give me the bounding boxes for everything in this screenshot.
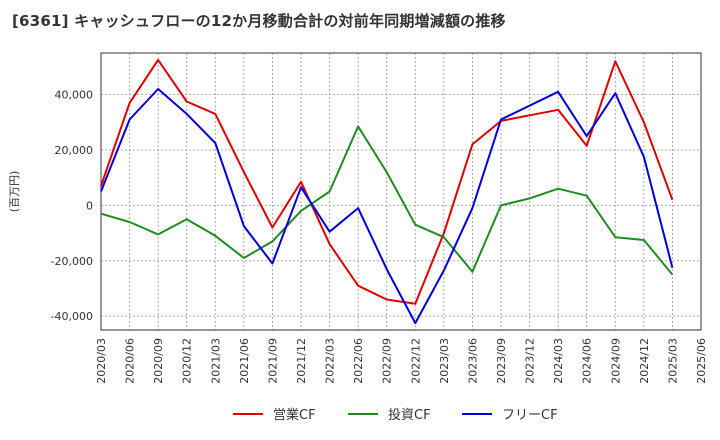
x-tick-label: 2024/03 xyxy=(552,338,565,384)
chart-title: [6361] キャッシュフローの12か月移動合計の対前年同期増減額の推移 xyxy=(12,12,506,30)
series-layer xyxy=(100,58,674,325)
x-tick-label: 2024/09 xyxy=(609,338,622,384)
series-line-3 xyxy=(100,88,674,325)
grid-layer xyxy=(100,53,702,330)
legend-label-2: 投資CF xyxy=(388,407,431,423)
y-axis-label: (百万円) xyxy=(8,171,21,213)
y-tick-label: 40,000 xyxy=(55,89,94,102)
x-tick-label: 2024/12 xyxy=(638,338,651,384)
x-tick-label: 2021/03 xyxy=(209,338,222,384)
y-tick-label: -20,000 xyxy=(51,255,93,268)
x-tick-label: 2020/09 xyxy=(152,338,165,384)
x-tick-label: 2022/06 xyxy=(352,338,365,384)
x-tick-label: 2021/09 xyxy=(266,338,279,384)
x-tick-label: 2023/12 xyxy=(524,338,537,384)
x-tick-label: 2021/12 xyxy=(295,338,308,384)
series-line-2 xyxy=(100,125,674,276)
y-tick-label: 0 xyxy=(86,199,93,212)
x-tick-label: 2023/09 xyxy=(495,338,508,384)
x-tick-label: 2021/06 xyxy=(238,338,251,384)
y-tick-label: 20,000 xyxy=(55,144,94,157)
x-tick-label: 2025/03 xyxy=(666,338,679,384)
x-tick-label: 2024/06 xyxy=(581,338,594,384)
x-tick-label: 2022/12 xyxy=(409,338,422,384)
x-tick-label: 2020/12 xyxy=(181,338,194,384)
x-tick-label: 2020/06 xyxy=(124,338,137,384)
series-line-1 xyxy=(100,58,674,305)
x-tick-label: 2022/03 xyxy=(324,338,337,384)
legend: 営業CF 投資CF フリーCF xyxy=(233,407,558,423)
x-tick-label: 2020/03 xyxy=(95,338,108,384)
x-tick-label: 2023/06 xyxy=(466,338,479,384)
legend-label-3: フリーCF xyxy=(502,408,558,423)
legend-label-1: 営業CF xyxy=(273,407,316,423)
x-tick-label: 2023/03 xyxy=(438,338,451,384)
x-tick-label: 2025/06 xyxy=(695,338,708,384)
x-tick-label: 2022/09 xyxy=(381,338,394,384)
y-tick-label: -40,000 xyxy=(51,310,93,323)
